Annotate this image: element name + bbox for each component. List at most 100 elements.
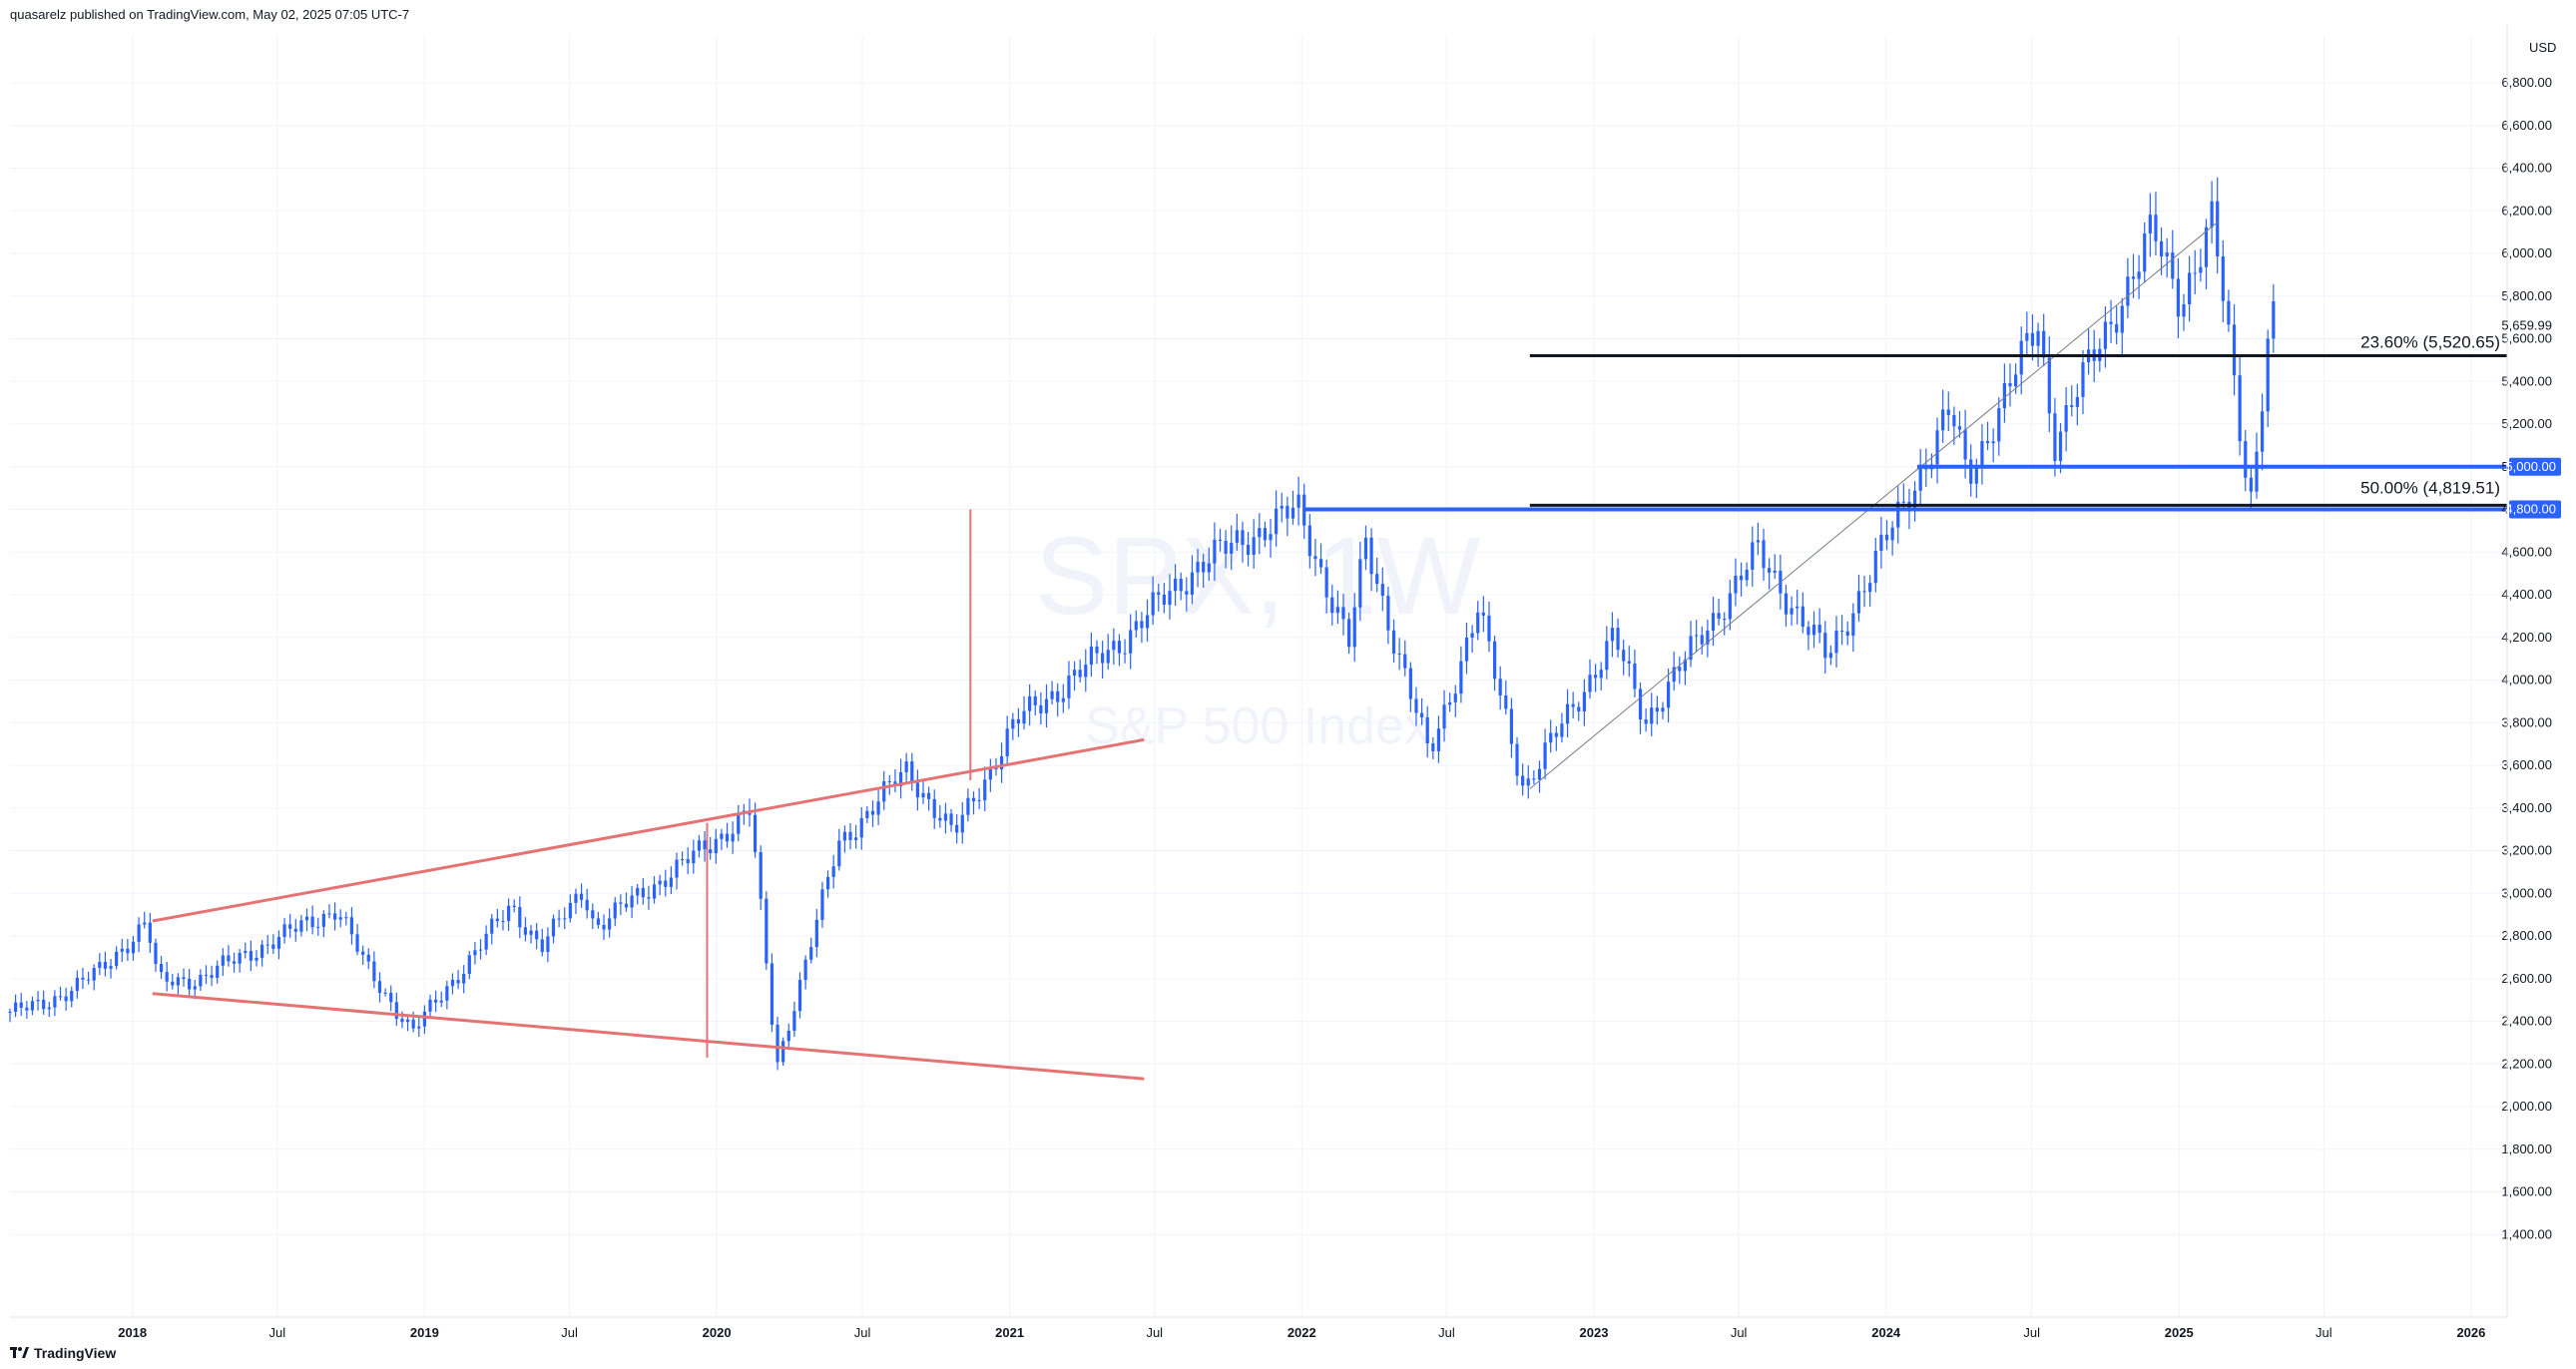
price-tick-label: 2,200.00: [2501, 1056, 2552, 1071]
candle-body: [675, 859, 679, 878]
candle-body: [42, 999, 46, 1010]
candle-body: [1391, 630, 1396, 655]
candle-body: [842, 831, 847, 841]
candle-body: [434, 999, 438, 1003]
candle-body: [1492, 641, 1497, 680]
candle-body: [1571, 703, 1575, 707]
candle-body: [1436, 728, 1441, 751]
candle-body: [1414, 698, 1418, 713]
candle-body: [64, 996, 68, 1002]
candle-body: [411, 1019, 415, 1029]
candle-body: [1751, 542, 1755, 570]
candle-body: [652, 884, 657, 899]
candle-body: [1067, 676, 1071, 698]
candle-body: [535, 930, 539, 940]
price-tick-label: 1,800.00: [2501, 1141, 2552, 1156]
candle-body: [1672, 667, 1676, 683]
candle-body: [282, 924, 286, 938]
price-tick-label: 3,000.00: [2501, 885, 2552, 900]
candle-body: [1095, 646, 1099, 654]
candle-body: [1307, 525, 1311, 557]
candle-body: [1834, 630, 1838, 654]
candle-body: [249, 951, 253, 961]
candle-body: [355, 934, 359, 952]
candle-body: [332, 913, 337, 920]
candle-body: [238, 952, 242, 964]
candle-body: [389, 992, 393, 1003]
candle-body: [1033, 695, 1037, 705]
price-tick-label: 6,800.00: [2501, 75, 2552, 90]
candle-body: [585, 899, 589, 911]
candle-body: [1419, 712, 1424, 717]
candle-body: [182, 977, 186, 979]
candle-body: [681, 858, 685, 860]
candle-body: [971, 797, 976, 802]
candle-body: [2266, 338, 2270, 412]
candle-body: [1375, 574, 1379, 585]
candle-body: [216, 965, 220, 978]
candle-body: [512, 905, 516, 908]
candle-body: [47, 1007, 51, 1010]
candle-body: [1084, 665, 1088, 678]
candle-body: [960, 814, 964, 833]
watermark-description: S&P 500 Index: [1085, 697, 1430, 755]
price-tick-label: 6,000.00: [2501, 245, 2552, 260]
candle-body: [1912, 490, 1917, 511]
tradingview-brand[interactable]: TradingView: [10, 1345, 116, 1361]
candle-body: [988, 766, 992, 780]
candle-body: [1481, 612, 1485, 616]
candle-body: [165, 972, 169, 982]
candle-body: [1745, 569, 1749, 581]
candle-body: [1644, 719, 1648, 724]
candle-body: [2064, 405, 2068, 432]
candle-body: [2232, 324, 2237, 376]
candle-body: [1868, 583, 1872, 593]
candle-body: [720, 833, 724, 839]
price-tick-label: 4,400.00: [2501, 587, 2552, 602]
candle-body: [1246, 545, 1251, 556]
candle-body: [1230, 542, 1234, 554]
candle-body: [2154, 215, 2158, 241]
candle-body: [2143, 232, 2147, 272]
candle-body: [1258, 528, 1262, 538]
candle-body: [647, 897, 651, 899]
candle-body: [1565, 703, 1570, 724]
candle-body: [344, 917, 348, 919]
candle-body: [1318, 559, 1323, 568]
candle-body: [2272, 301, 2276, 339]
candle-body: [1605, 641, 1609, 671]
candle-body: [1050, 690, 1054, 699]
candle-body: [765, 898, 769, 964]
candle-body: [759, 851, 763, 899]
price-tick-label: 5,200.00: [2501, 416, 2552, 431]
candle-body: [770, 963, 774, 1025]
candle-body: [1129, 630, 1133, 654]
candle-body: [288, 924, 292, 929]
publisher-header: quasarelz published on TradingView.com, …: [10, 7, 410, 22]
candle-body: [1537, 768, 1542, 780]
candle-body: [131, 941, 136, 954]
time-tick-label: Jul: [2316, 1325, 2332, 1340]
candle-body: [2188, 272, 2192, 304]
candle-body: [932, 798, 936, 818]
candle-body: [148, 922, 152, 943]
candle-body: [809, 947, 813, 960]
candle-body: [697, 840, 702, 851]
price-tick-label: 2,600.00: [2501, 971, 2552, 986]
time-tick-label: Jul: [269, 1325, 286, 1340]
candle-body: [439, 1000, 443, 1003]
candle-body: [1627, 661, 1631, 664]
candle-body: [1856, 591, 1861, 614]
candle-body: [887, 780, 891, 782]
watermark-symbol: SPX, 1W: [1035, 515, 1480, 638]
candle-body: [276, 937, 281, 949]
candle-body: [557, 918, 561, 920]
candle-body: [1666, 682, 1671, 708]
candle-body: [2075, 396, 2079, 407]
candle-body: [938, 817, 942, 821]
candle-body: [321, 913, 325, 927]
time-tick-label: Jul: [1146, 1325, 1163, 1340]
candle-body: [1028, 695, 1032, 711]
